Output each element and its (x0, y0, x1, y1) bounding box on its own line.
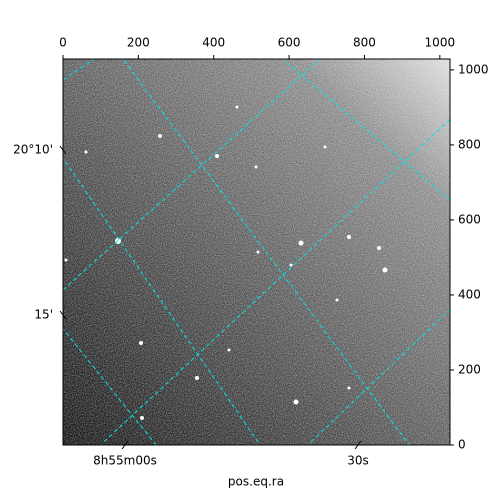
dec-tick (59, 310, 67, 320)
dec-tick (59, 145, 67, 155)
x-axis-label: pos.eq.ra (228, 475, 284, 489)
ra-tick (354, 440, 362, 450)
y-tick-label: 200 (458, 362, 481, 376)
x-tick-label: 0 (59, 36, 67, 50)
x-tick-label: 200 (127, 36, 150, 50)
dec-tick-label: 20°10' (13, 143, 53, 157)
x-tick-label: 600 (278, 36, 301, 50)
y-tick-label: 600 (458, 212, 481, 226)
coordinate-grid-line (122, 59, 410, 445)
coordinate-grid-line (63, 157, 261, 445)
sky-image (63, 59, 450, 445)
ra-tick-label: 30s (347, 454, 369, 468)
y-tick-label: 400 (458, 287, 481, 301)
y-tick-label: 1000 (458, 62, 489, 76)
x-tick-label: 800 (353, 36, 376, 50)
coordinate-grid-line (281, 59, 450, 201)
coordinate-grid-line (63, 327, 157, 445)
y-tick-label: 800 (458, 137, 481, 151)
ra-tick (121, 440, 129, 450)
x-tick-label: 400 (202, 36, 225, 50)
coordinate-grid-line (63, 59, 321, 291)
ra-tick-label: 8h55m00s (93, 454, 157, 468)
x-tick-label: 1000 (425, 36, 456, 50)
plot-frame (62, 58, 451, 446)
y-tick-label: 0 (458, 438, 466, 452)
coordinate-grid-line (307, 308, 450, 445)
dec-tick-label: 15' (34, 308, 53, 322)
